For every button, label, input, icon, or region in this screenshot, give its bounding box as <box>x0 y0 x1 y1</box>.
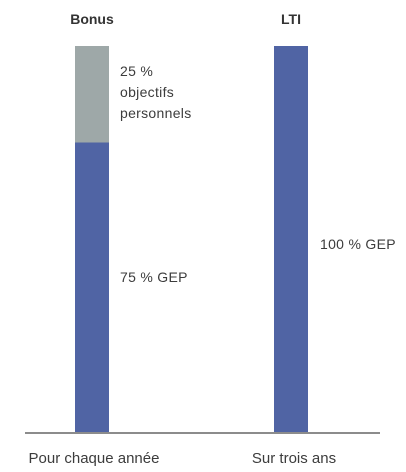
column-title-lti: LTI <box>281 11 301 27</box>
bottom-label-bonus: Pour chaque année <box>29 450 160 467</box>
bar-lti-segment-0 <box>274 46 308 432</box>
lti-label: 100 % GEP <box>320 236 396 252</box>
bonus-top-label-line-3: personnels <box>120 105 192 121</box>
bonus-bottom-label: 75 % GEP <box>120 269 188 285</box>
bar-bonus-segment-1 <box>75 46 109 143</box>
bar-bonus-segment-0 <box>75 142 109 432</box>
bonus-top-label: 25 % objectifs personnels <box>120 63 192 121</box>
segment-labels: 25 % objectifs personnels 75 % GEP 100 %… <box>120 63 396 285</box>
bottom-label-lti: Sur trois ans <box>252 450 336 467</box>
bonus-top-label-line-2: objectifs <box>120 84 174 100</box>
bonus-top-label-line-1: 25 % <box>120 63 153 79</box>
bars-group <box>75 46 308 432</box>
column-title-bonus: Bonus <box>70 11 114 27</box>
